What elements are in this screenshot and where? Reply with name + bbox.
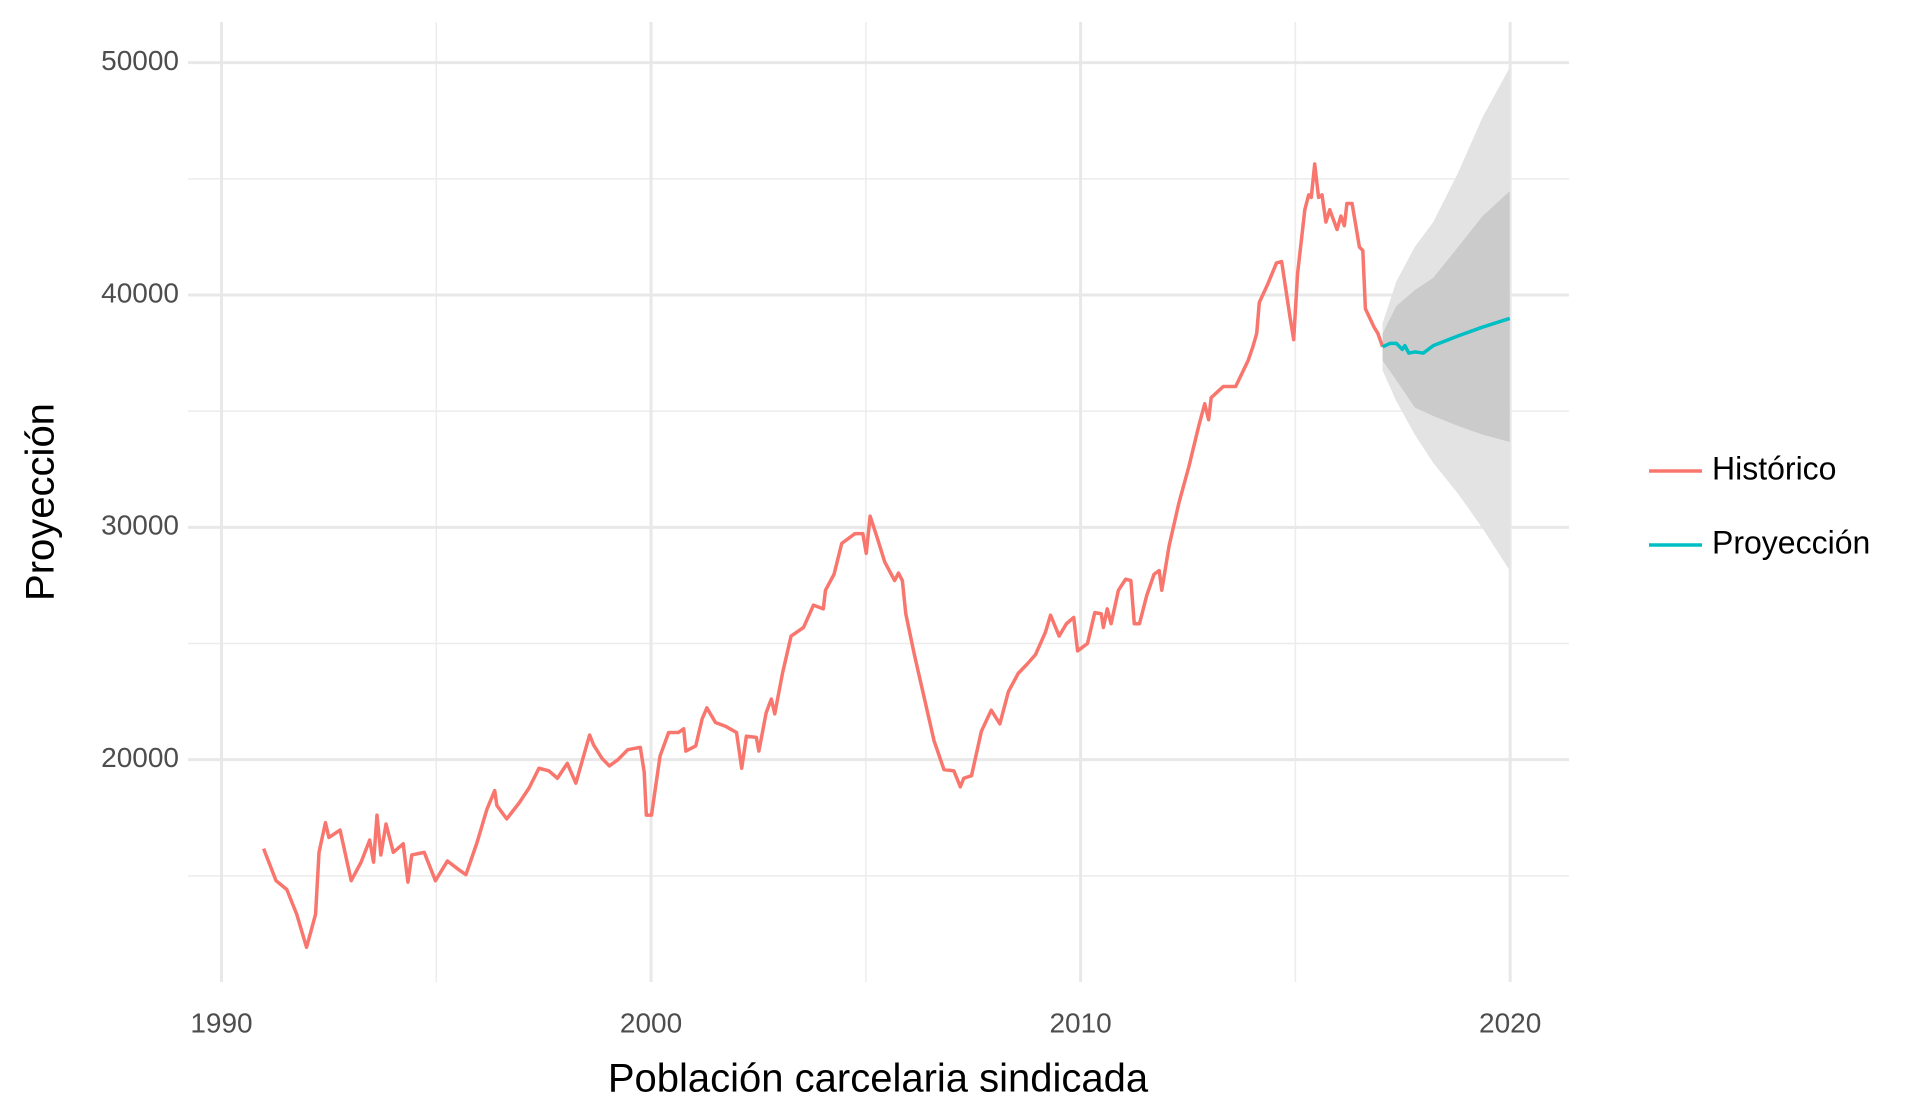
x-tick-label: 1990	[190, 1007, 252, 1038]
grid	[188, 22, 1569, 982]
x-axis-title: Población carcelaria sindicada	[608, 1057, 1149, 1101]
series-line	[261, 162, 1385, 950]
interval-band	[1382, 191, 1510, 443]
y-tick-label: 30000	[101, 510, 179, 541]
series-line	[1381, 316, 1511, 355]
y-tick-label: 50000	[101, 45, 179, 76]
y-tick-label: 40000	[101, 277, 179, 308]
x-tick-label: 2010	[1049, 1007, 1111, 1038]
y-axis-title: Proyección	[19, 403, 63, 601]
y-tick-label: 20000	[101, 742, 179, 773]
legend-label: Proyección	[1712, 524, 1870, 560]
legend: Histórico Proyección	[1649, 450, 1870, 560]
legend-label: Histórico	[1712, 450, 1836, 486]
x-tick-label: 2000	[620, 1007, 682, 1038]
lines	[261, 162, 1511, 950]
axes: 20000 30000 40000 50000 1990 2000 2010 2020	[101, 45, 1541, 1038]
x-tick-label: 2020	[1479, 1007, 1541, 1038]
intervals	[1382, 67, 1510, 571]
